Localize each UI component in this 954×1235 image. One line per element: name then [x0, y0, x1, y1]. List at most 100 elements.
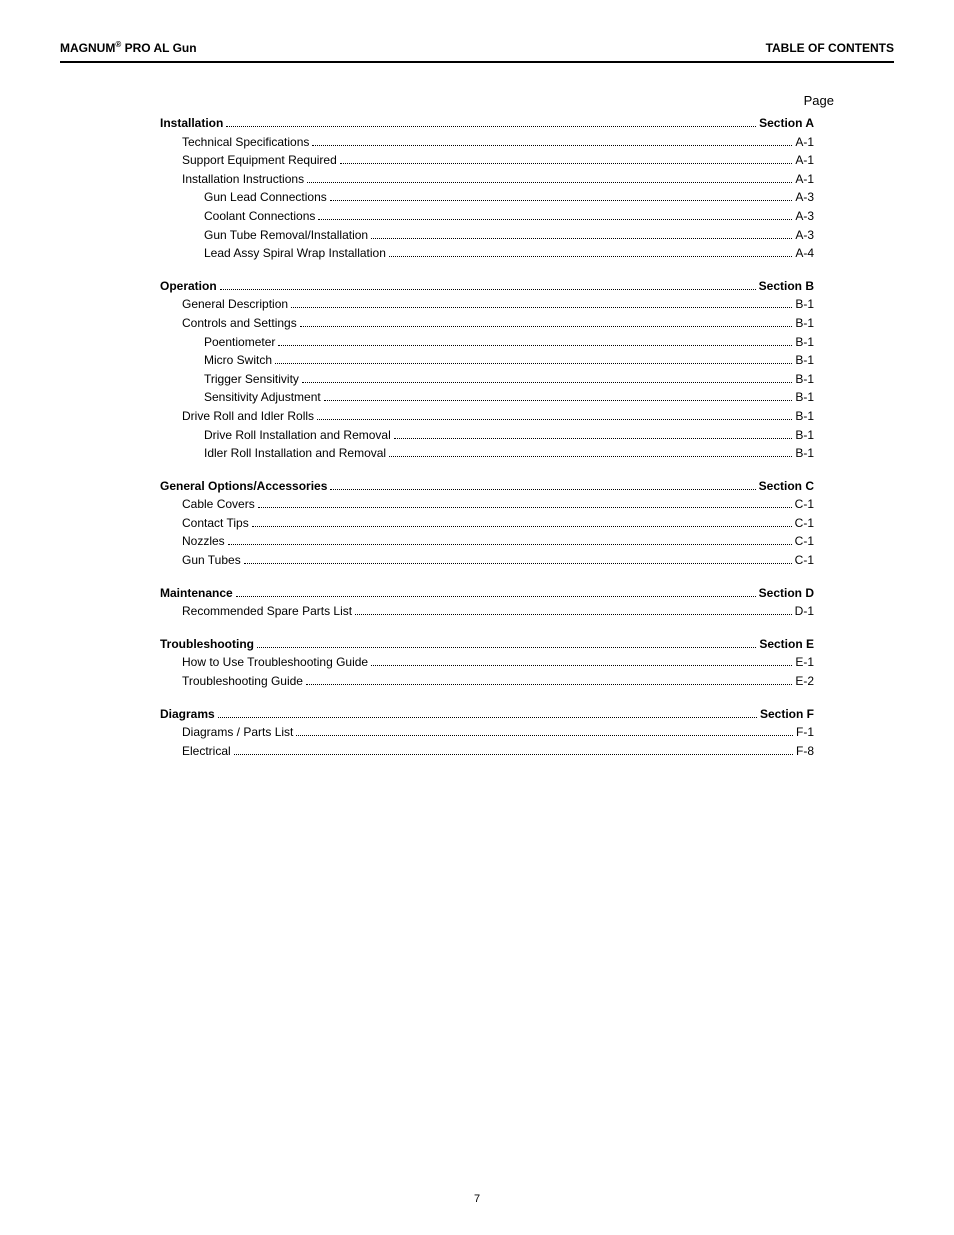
toc-section-title: Operation	[160, 277, 217, 296]
toc-section-title: Troubleshooting	[160, 635, 254, 654]
toc-entry: Trigger Sensitivity B-1	[160, 370, 814, 389]
toc-leader-dots	[330, 489, 755, 490]
toc-section: MaintenanceSection DRecommended Spare Pa…	[160, 584, 814, 621]
header-section-title: TABLE OF CONTENTS	[766, 41, 894, 55]
toc-entry: Lead Assy Spiral Wrap Installation A-4	[160, 244, 814, 263]
toc-entry-label: Trigger Sensitivity	[204, 370, 299, 389]
toc-entry-label: Support Equipment Required	[182, 151, 337, 170]
toc-leader-dots	[275, 363, 792, 364]
toc-section: Troubleshooting Section EHow to Use Troub…	[160, 635, 814, 691]
toc-entry: PoentiometerB-1	[160, 333, 814, 352]
toc-entry-label: Cable Covers	[182, 495, 255, 514]
toc-section-page: Section F	[760, 705, 814, 724]
toc-entry: Diagrams / Parts ListF-1	[160, 723, 814, 742]
toc-entry: Troubleshooting GuideE-2	[160, 672, 814, 691]
toc-entry: Cable Covers C-1	[160, 495, 814, 514]
toc-entry-label: Micro Switch	[204, 351, 272, 370]
toc-leader-dots	[244, 563, 792, 564]
toc-entry-page: B-1	[795, 407, 814, 426]
table-of-contents: InstallationSection ATechnical Specifica…	[160, 114, 814, 760]
toc-entry-label: Technical Specifications	[182, 133, 309, 152]
toc-leader-dots	[226, 126, 756, 127]
toc-section-page: Section D	[759, 584, 814, 603]
toc-entry-label: Installation Instructions	[182, 170, 304, 189]
toc-entry: Gun Lead ConnectionsA-3	[160, 188, 814, 207]
toc-entry-label: Diagrams / Parts List	[182, 723, 293, 742]
toc-section-page: Section A	[759, 114, 814, 133]
toc-entry-page: F-8	[796, 742, 814, 761]
toc-entry-page: B-1	[795, 295, 814, 314]
toc-entry: Micro Switch B-1	[160, 351, 814, 370]
toc-section-title: Installation	[160, 114, 223, 133]
toc-leader-dots	[257, 647, 756, 648]
toc-leader-dots	[306, 684, 792, 685]
toc-section-heading: MaintenanceSection D	[160, 584, 814, 603]
toc-entry: Gun Tube Removal/InstallationA-3	[160, 226, 814, 245]
toc-leader-dots	[234, 754, 793, 755]
toc-entry: General Description B-1	[160, 295, 814, 314]
toc-leader-dots	[300, 326, 793, 327]
toc-entry-page: A-4	[795, 244, 814, 263]
toc-entry-page: B-1	[795, 444, 814, 463]
page-number: 7	[0, 1193, 954, 1205]
toc-leader-dots	[394, 438, 793, 439]
toc-section-heading: OperationSection B	[160, 277, 814, 296]
page-header: MAGNUM® PRO AL Gun TABLE OF CONTENTS	[60, 40, 894, 63]
toc-leader-dots	[330, 200, 793, 201]
toc-leader-dots	[302, 382, 792, 383]
toc-entry: Idler Roll Installation and RemovalB-1	[160, 444, 814, 463]
header-product-prefix: MAGNUM	[60, 41, 115, 55]
toc-section-title: Diagrams	[160, 705, 215, 724]
toc-section: InstallationSection ATechnical Specifica…	[160, 114, 814, 263]
toc-entry-label: Recommended Spare Parts List	[182, 602, 352, 621]
toc-entry-page: D-1	[795, 602, 814, 621]
toc-leader-dots	[278, 345, 792, 346]
toc-leader-dots	[371, 665, 792, 666]
toc-leader-dots	[258, 507, 792, 508]
toc-entry-label: Electrical	[182, 742, 231, 761]
toc-entry-label: Gun Tubes	[182, 551, 241, 570]
toc-entry-page: A-1	[795, 151, 814, 170]
toc-leader-dots	[220, 289, 756, 290]
header-product-title: MAGNUM® PRO AL Gun	[60, 40, 197, 55]
toc-entry-page: B-1	[795, 370, 814, 389]
toc-entry: Contact TipsC-1	[160, 514, 814, 533]
toc-entry-page: C-1	[795, 551, 814, 570]
toc-section-page: Section E	[759, 635, 814, 654]
toc-entry-page: B-1	[795, 333, 814, 352]
toc-entry-label: Coolant Connections	[204, 207, 315, 226]
toc-entry-label: Lead Assy Spiral Wrap Installation	[204, 244, 386, 263]
toc-entry-label: Drive Roll and Idler Rolls	[182, 407, 314, 426]
toc-entry: Technical Specifications A-1	[160, 133, 814, 152]
toc-entry-page: A-1	[795, 170, 814, 189]
toc-entry-page: A-3	[795, 226, 814, 245]
toc-entry: Coolant Connections A-3	[160, 207, 814, 226]
toc-entry-label: Contact Tips	[182, 514, 249, 533]
toc-leader-dots	[291, 307, 792, 308]
toc-section-heading: Installation Section A	[160, 114, 814, 133]
toc-leader-dots	[218, 717, 757, 718]
toc-entry-page: B-1	[795, 351, 814, 370]
toc-entry: How to Use Troubleshooting GuideE-1	[160, 653, 814, 672]
toc-leader-dots	[296, 735, 793, 736]
toc-entry-label: General Description	[182, 295, 288, 314]
toc-leader-dots	[389, 456, 792, 457]
toc-entry-page: A-1	[795, 133, 814, 152]
toc-entry-page: C-1	[795, 495, 814, 514]
toc-entry: Controls and SettingsB-1	[160, 314, 814, 333]
toc-entry-label: Controls and Settings	[182, 314, 297, 333]
toc-entry-page: A-3	[795, 207, 814, 226]
toc-entry-label: Nozzles	[182, 532, 225, 551]
toc-leader-dots	[307, 182, 792, 183]
toc-leader-dots	[318, 219, 792, 220]
toc-entry-page: A-3	[795, 188, 814, 207]
toc-section-heading: General Options/AccessoriesSection C	[160, 477, 814, 496]
toc-leader-dots	[228, 544, 792, 545]
toc-entry: NozzlesC-1	[160, 532, 814, 551]
toc-leader-dots	[317, 419, 792, 420]
toc-entry: Drive Roll Installation and RemovalB-1	[160, 426, 814, 445]
toc-entry: Installation Instructions A-1	[160, 170, 814, 189]
header-product-suffix: PRO AL Gun	[121, 41, 196, 55]
toc-entry: Drive Roll and Idler Rolls B-1	[160, 407, 814, 426]
toc-section-heading: Troubleshooting Section E	[160, 635, 814, 654]
